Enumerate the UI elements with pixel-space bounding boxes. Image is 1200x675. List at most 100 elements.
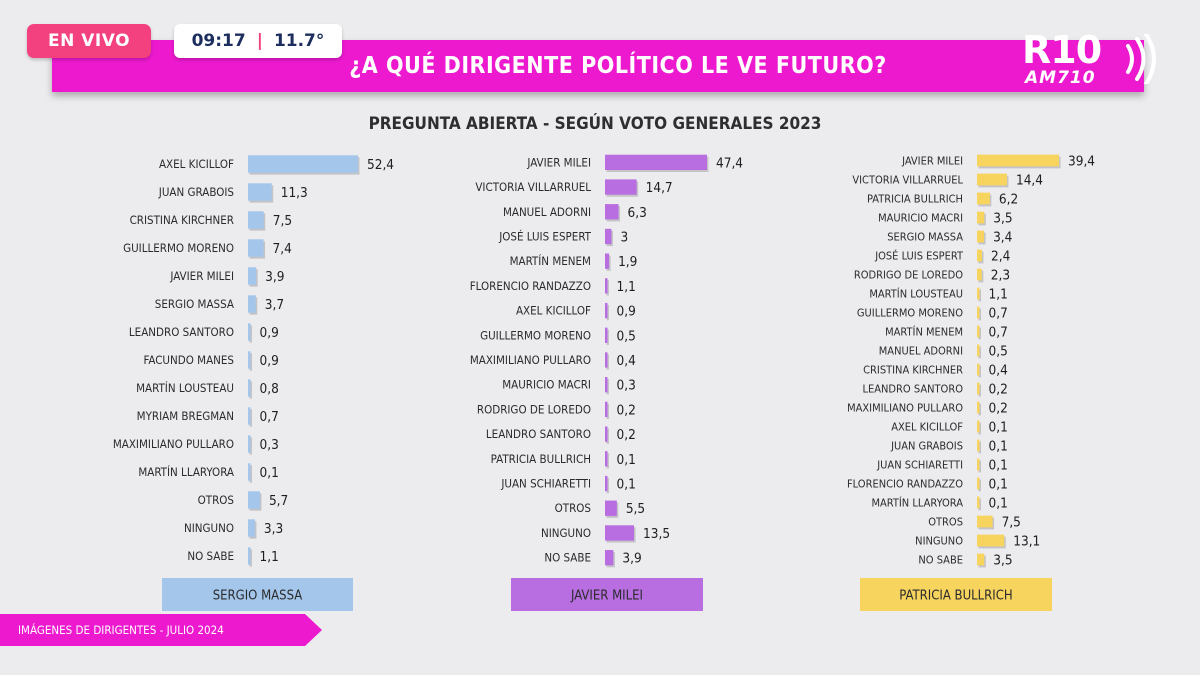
bar — [977, 154, 1059, 167]
bar — [605, 500, 617, 516]
chart-subtitle: PREGUNTA ABIERTA - SEGÚN VOTO GENERALES … — [368, 114, 822, 134]
bar — [605, 278, 608, 294]
value-label: 0,1 — [989, 439, 1008, 455]
bar-shadow — [978, 498, 981, 511]
chart-panel: JAVIER MILEI 47,4 VICTORIA VILLARRUEL 14,7 M… — [470, 154, 743, 611]
bar — [977, 249, 982, 262]
category-label: JOSÉ LUIS ESPERT — [498, 228, 591, 243]
group-legend-box — [511, 578, 703, 611]
category-label: NINGUNO — [184, 521, 234, 535]
category-label: MAURICIO MACRI — [502, 378, 591, 392]
bar — [605, 525, 635, 541]
bar — [977, 287, 980, 300]
value-label: 3,7 — [265, 297, 284, 313]
category-label: JAVIER MILEI — [901, 155, 963, 168]
value-label: 7,5 — [1002, 515, 1021, 531]
value-label: 0,7 — [989, 325, 1008, 341]
value-label: 3,4 — [993, 230, 1013, 246]
bar — [977, 534, 1005, 547]
bar-shadow — [606, 428, 609, 444]
bar — [248, 407, 251, 425]
category-label: MANUEL ADORNI — [879, 345, 963, 358]
value-label: 3,5 — [993, 553, 1012, 569]
logo-sub-text: AM710 — [1025, 68, 1096, 88]
value-label: 0,7 — [260, 409, 279, 425]
bar — [248, 155, 358, 173]
bar-shadow — [606, 304, 609, 321]
category-label: MARTÍN LOUSTEAU — [869, 288, 963, 301]
bar — [977, 363, 980, 376]
category-label: MARTÍN LLARYORA — [871, 497, 963, 510]
title-bar: ¿A QUÉ DIRIGENTE POLÍTICO LE VE FUTURO? — [52, 40, 1144, 92]
category-label: MARTÍN MENEM — [885, 326, 963, 339]
chart-panel: AXEL KICILLOF 52,4 JUAN GRABOIS 11,3 CRISTIN… — [113, 155, 394, 611]
bar-shadow — [249, 549, 252, 567]
bar-shadow — [606, 379, 609, 395]
bar — [977, 325, 980, 338]
bar — [248, 435, 251, 453]
bar — [977, 173, 1007, 186]
category-label: MARTÍN LOUSTEAU — [136, 380, 234, 395]
value-label: 3,5 — [993, 211, 1012, 227]
value-label: 0,2 — [617, 427, 636, 443]
bar — [605, 154, 707, 171]
bar — [605, 204, 619, 220]
category-label: FLORENCIO RANDAZZO — [847, 478, 963, 491]
separator: | — [256, 31, 263, 51]
value-label: 0,2 — [989, 382, 1008, 398]
bar-shadow — [249, 325, 252, 343]
value-label: 0,4 — [617, 353, 637, 369]
value-label: 14,4 — [1016, 173, 1043, 189]
bar — [977, 192, 990, 205]
value-label: 0,9 — [260, 353, 279, 369]
category-label: MYRIAM BREGMAN — [137, 409, 234, 423]
bar-shadow — [978, 479, 981, 492]
bar — [605, 401, 608, 418]
bar — [605, 426, 608, 442]
bar-shadow — [978, 460, 981, 473]
bar — [977, 496, 980, 509]
category-label: AXEL KICILLOF — [159, 157, 234, 171]
bar — [605, 352, 608, 368]
category-label: SERGIO MASSA — [887, 231, 963, 244]
category-label: AXEL KICILLOF — [891, 421, 963, 434]
value-label: 3,9 — [265, 269, 284, 285]
bar — [977, 306, 980, 319]
category-label: MAXIMILIANO PULLARO — [847, 402, 963, 415]
bar-shadow — [606, 477, 609, 494]
value-label: 0,8 — [260, 381, 279, 397]
value-label: 3,9 — [622, 551, 641, 567]
value-label: 0,1 — [989, 420, 1008, 436]
value-label: 11,3 — [281, 185, 308, 201]
bar — [248, 491, 260, 509]
category-label: JUAN SCHIARETTI — [876, 459, 963, 472]
bar — [977, 268, 982, 281]
category-label: FLORENCIO RANDAZZO — [470, 279, 591, 293]
bar — [248, 519, 255, 537]
category-label: JAVIER MILEI — [526, 155, 591, 169]
category-label: FACUNDO MANES — [143, 353, 234, 367]
value-label: 6,2 — [999, 192, 1018, 208]
temperature-label: 11.7° — [273, 31, 325, 51]
group-legend-label: JAVIER MILEI — [570, 589, 643, 604]
bar-shadow — [606, 403, 609, 420]
bar — [977, 401, 980, 414]
category-label: AXEL KICILLOF — [516, 304, 591, 318]
group-legend-box — [162, 578, 353, 611]
bar-shadow — [978, 403, 981, 416]
bar — [605, 549, 614, 566]
bar — [605, 327, 608, 343]
bar-shadow — [978, 289, 981, 302]
value-label: 0,5 — [617, 328, 636, 344]
value-label: 47,4 — [716, 155, 743, 171]
bar-shadow — [978, 365, 981, 378]
bar — [605, 253, 610, 269]
category-label: PATRICIA BULLRICH — [867, 193, 963, 206]
bar-shadow — [978, 384, 981, 397]
category-label: MARTÍN LLARYORA — [138, 464, 234, 479]
bar-shadow — [978, 346, 981, 359]
value-label: 6,3 — [628, 205, 647, 221]
category-label: GUILLERMO MORENO — [857, 307, 963, 320]
category-label: LEANDRO SANTORO — [862, 383, 963, 396]
